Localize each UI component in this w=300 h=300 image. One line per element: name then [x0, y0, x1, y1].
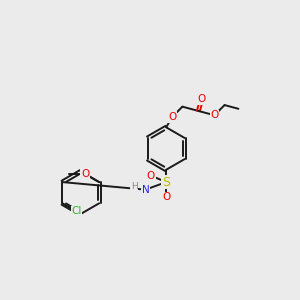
Text: O: O	[168, 112, 176, 122]
Text: Cl: Cl	[71, 206, 82, 216]
Text: O: O	[81, 169, 89, 179]
Text: O: O	[210, 110, 218, 120]
Text: H: H	[131, 182, 138, 190]
Text: O: O	[162, 192, 170, 203]
Text: O: O	[147, 171, 155, 181]
Text: S: S	[162, 176, 170, 189]
Text: N: N	[142, 184, 149, 195]
Text: O: O	[197, 94, 206, 104]
